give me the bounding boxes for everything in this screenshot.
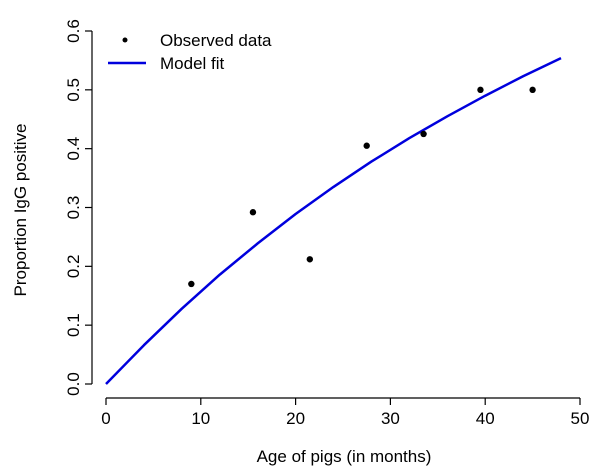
- y-tick-label: 0.1: [64, 313, 83, 337]
- observed-point: [306, 256, 314, 263]
- y-tick-label: 0.2: [64, 255, 83, 279]
- y-axis-title: Proportion IgG positive: [11, 124, 30, 297]
- plot-area: [105, 56, 562, 385]
- legend: Observed data Model fit: [108, 31, 272, 73]
- x-tick-label: 40: [476, 409, 495, 428]
- y-tick-label: 0.3: [64, 196, 83, 220]
- axes: 0 10 20 30 40 50 0.0 0.1 0.2 0.3 0.4 0.5 0.6: [64, 19, 589, 428]
- x-tick-label: 10: [191, 409, 210, 428]
- observed-point: [188, 280, 195, 288]
- x-tick-label: 50: [571, 409, 590, 428]
- observed-point: [477, 86, 484, 94]
- legend-marker-observed: [122, 37, 128, 43]
- y-tick-label: 0.6: [64, 19, 83, 43]
- legend-label-model: Model fit: [160, 54, 225, 73]
- y-tick-label: 0.0: [64, 372, 83, 396]
- x-axis-title: Age of pigs (in months): [257, 447, 432, 466]
- observed-point: [529, 86, 536, 94]
- x-tick-label: 30: [381, 409, 400, 428]
- legend-label-observed: Observed data: [160, 31, 272, 50]
- model-fit-line: [105, 56, 562, 385]
- x-tick-label: 20: [286, 409, 305, 428]
- y-tick-label: 0.5: [64, 78, 83, 102]
- observed-point: [420, 130, 427, 138]
- y-tick-label: 0.4: [64, 137, 83, 161]
- x-tick-label: 0: [101, 409, 110, 428]
- observed-point: [363, 142, 370, 149]
- observed-point: [249, 209, 257, 216]
